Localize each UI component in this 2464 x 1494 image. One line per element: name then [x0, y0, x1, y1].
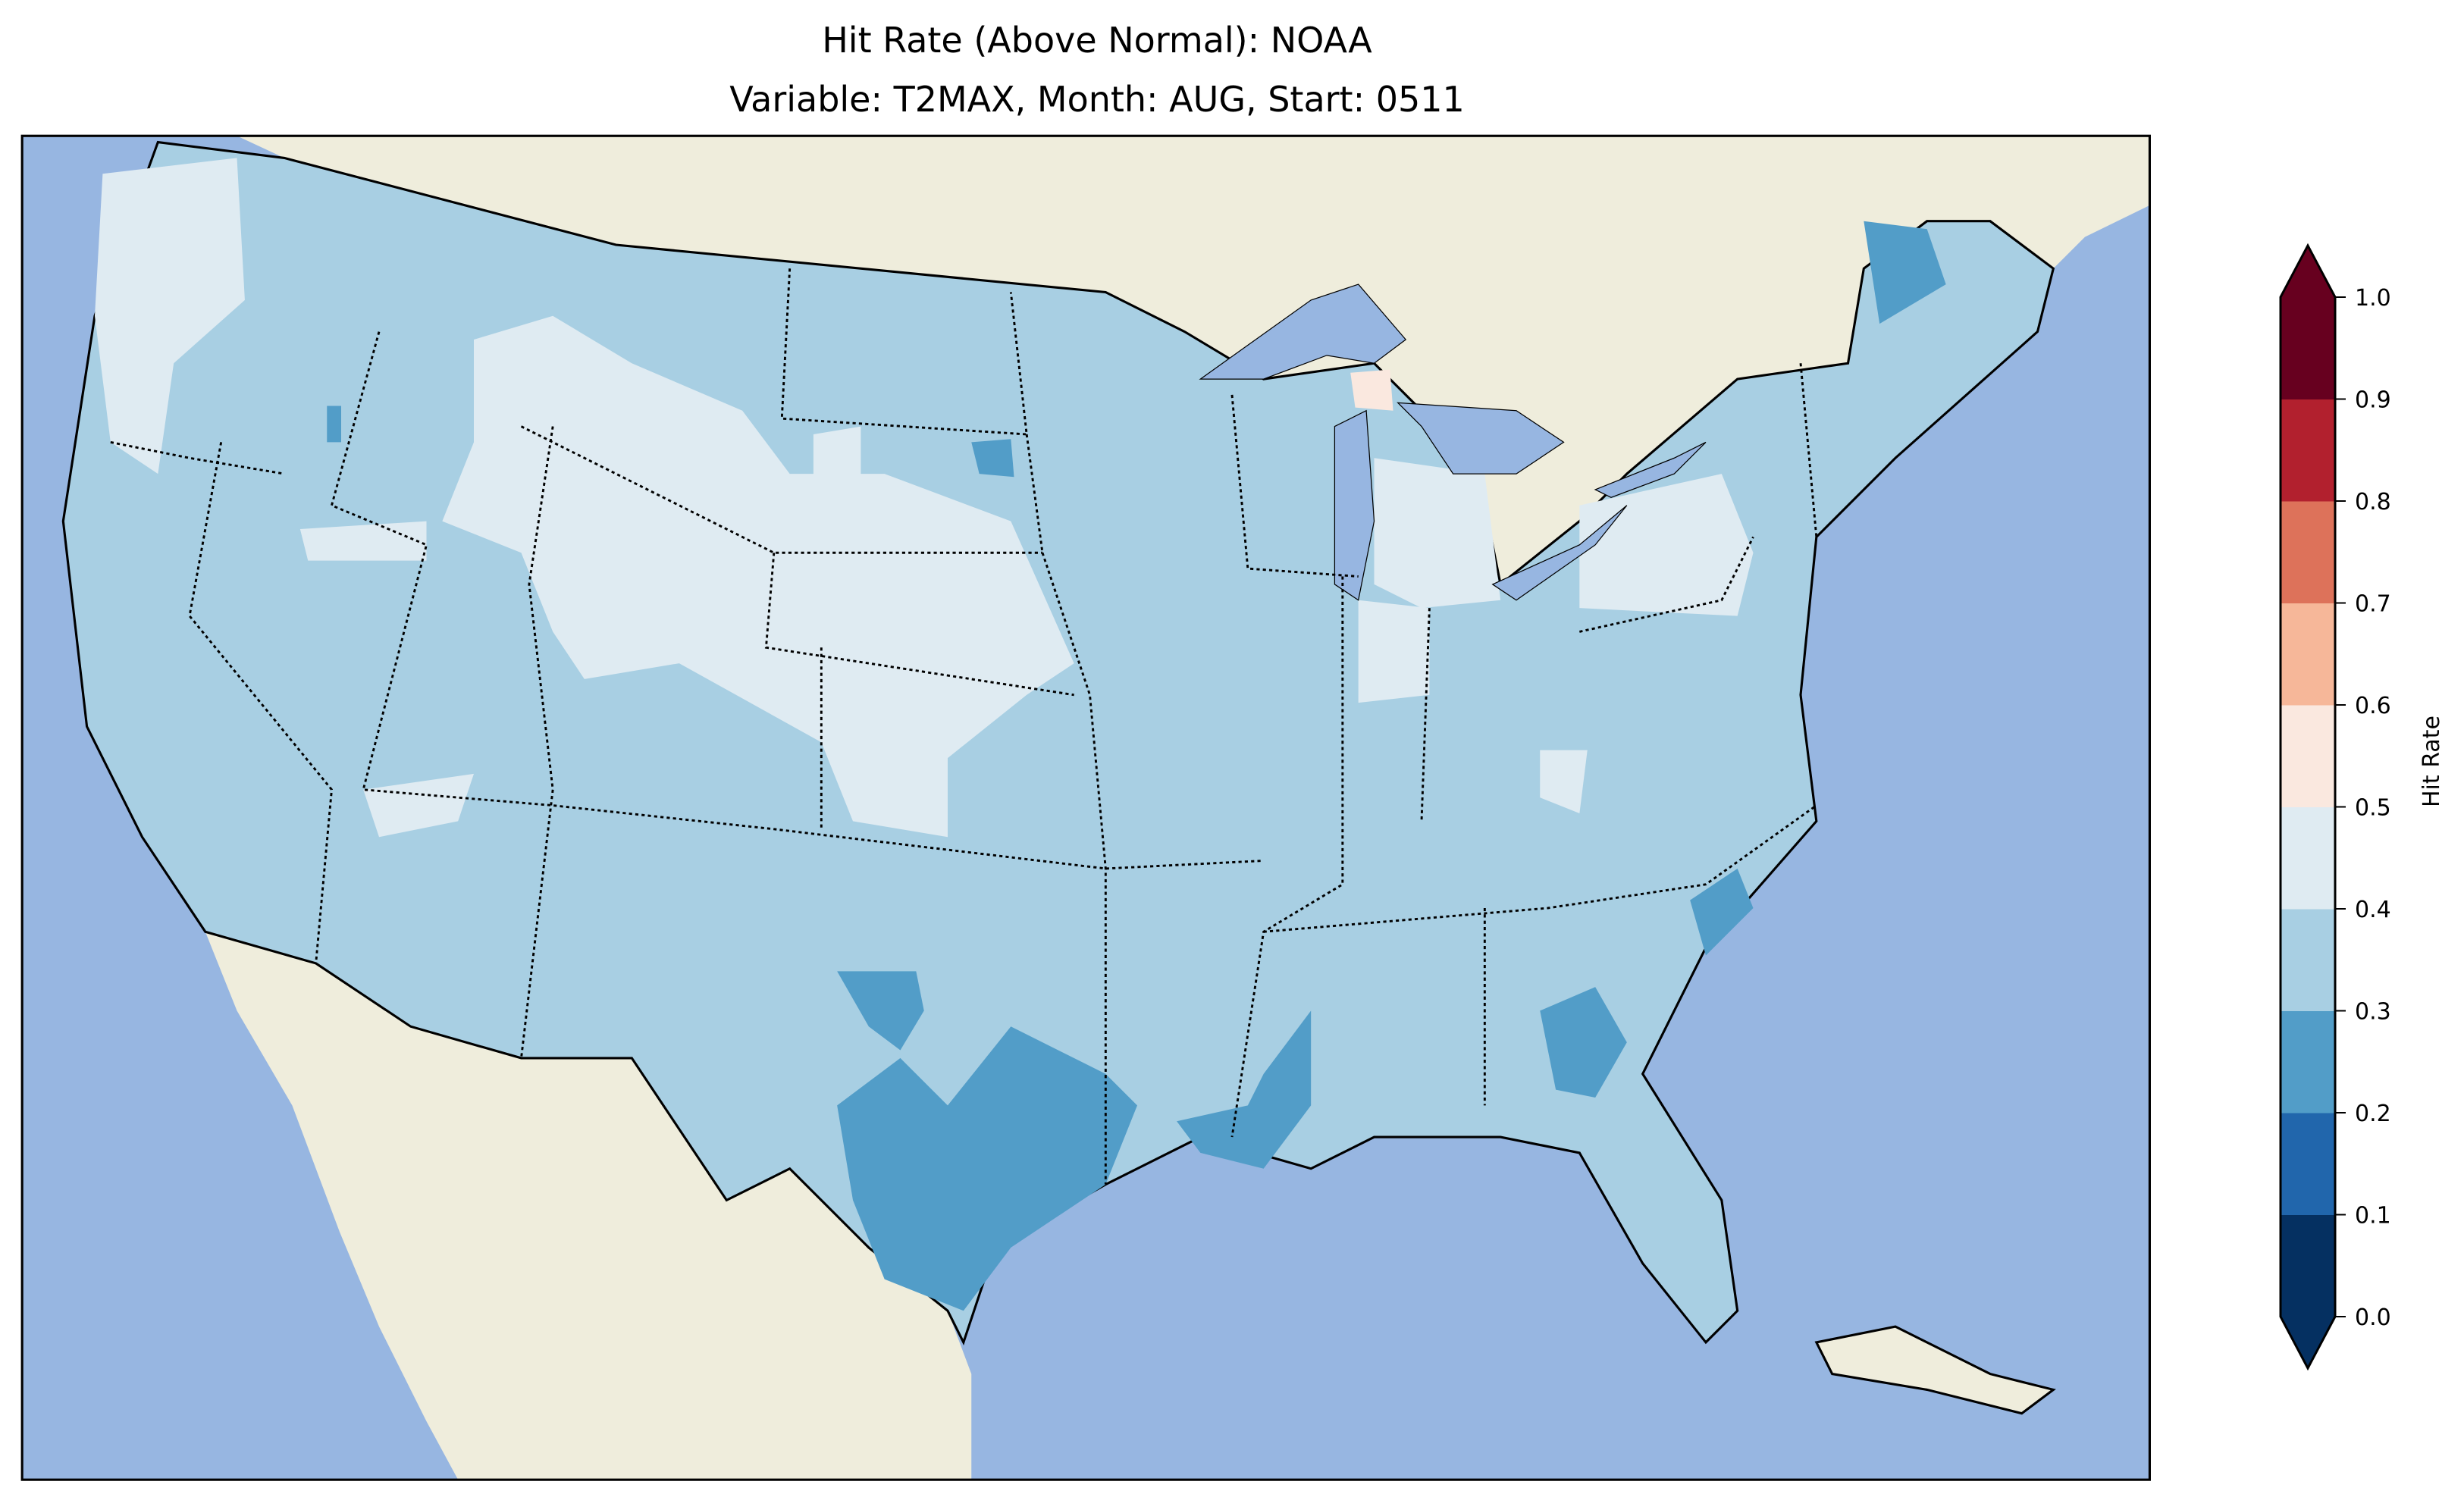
colorbar-tick-label: 0.0	[2355, 1305, 2391, 1331]
colorbar-bin	[2281, 1214, 2335, 1317]
colorbar-tick-label: 0.6	[2355, 693, 2391, 719]
mexico-land	[205, 932, 972, 1480]
canada-land	[237, 136, 2150, 584]
colorbar-tick-label: 0.4	[2355, 897, 2391, 923]
chart-title: Hit Rate (Above Normal): NOAA	[822, 20, 1372, 61]
colorbar-tick-label: 0.7	[2355, 591, 2391, 618]
colorbar-tick-label: 0.3	[2355, 999, 2391, 1026]
state-borders	[110, 268, 1818, 1185]
cuba-land	[1814, 1325, 2056, 1415]
colorbar-bin	[2281, 807, 2335, 910]
hit-rate-0.2-0.3-areas	[327, 221, 1946, 1311]
colorbar-extend-max	[2281, 246, 2335, 297]
colorbar-bin	[2281, 1010, 2335, 1113]
colorbar-tick-label: 0.2	[2355, 1101, 2391, 1127]
colorbar-bin	[2281, 603, 2335, 706]
colorbar-tick-label: 0.5	[2355, 795, 2391, 822]
colorbar-tick-label: 0.1	[2355, 1203, 2391, 1229]
colorbar-label: Hit Rate	[2419, 716, 2445, 807]
chart-subtitle: Variable: T2MAX, Month: AUG, Start: 0511	[729, 79, 1465, 120]
colorbar-tick-label: 0.8	[2355, 489, 2391, 515]
colorbar: 0.0 0.1 0.2 0.3 0.4 0.5 0.6 0.7 0.8 0.9 1.0	[2279, 243, 2391, 1371]
great-lakes	[1199, 283, 1707, 601]
colorbar-bin	[2281, 909, 2335, 1011]
hit-rate-0.5-0.6-area	[1350, 369, 1393, 411]
colorbar-bin	[2281, 1113, 2335, 1215]
colorbar-bin	[2281, 399, 2335, 502]
map-frame	[20, 134, 2151, 1481]
colorbar-extend-min	[2281, 1317, 2335, 1368]
colorbar-bin	[2281, 297, 2335, 399]
colorbar-bin	[2281, 501, 2335, 603]
colorbar-tick-label: 1.0	[2355, 285, 2391, 312]
colorbar-tick-label: 0.9	[2355, 387, 2391, 414]
colorbar-bin	[2281, 705, 2335, 807]
